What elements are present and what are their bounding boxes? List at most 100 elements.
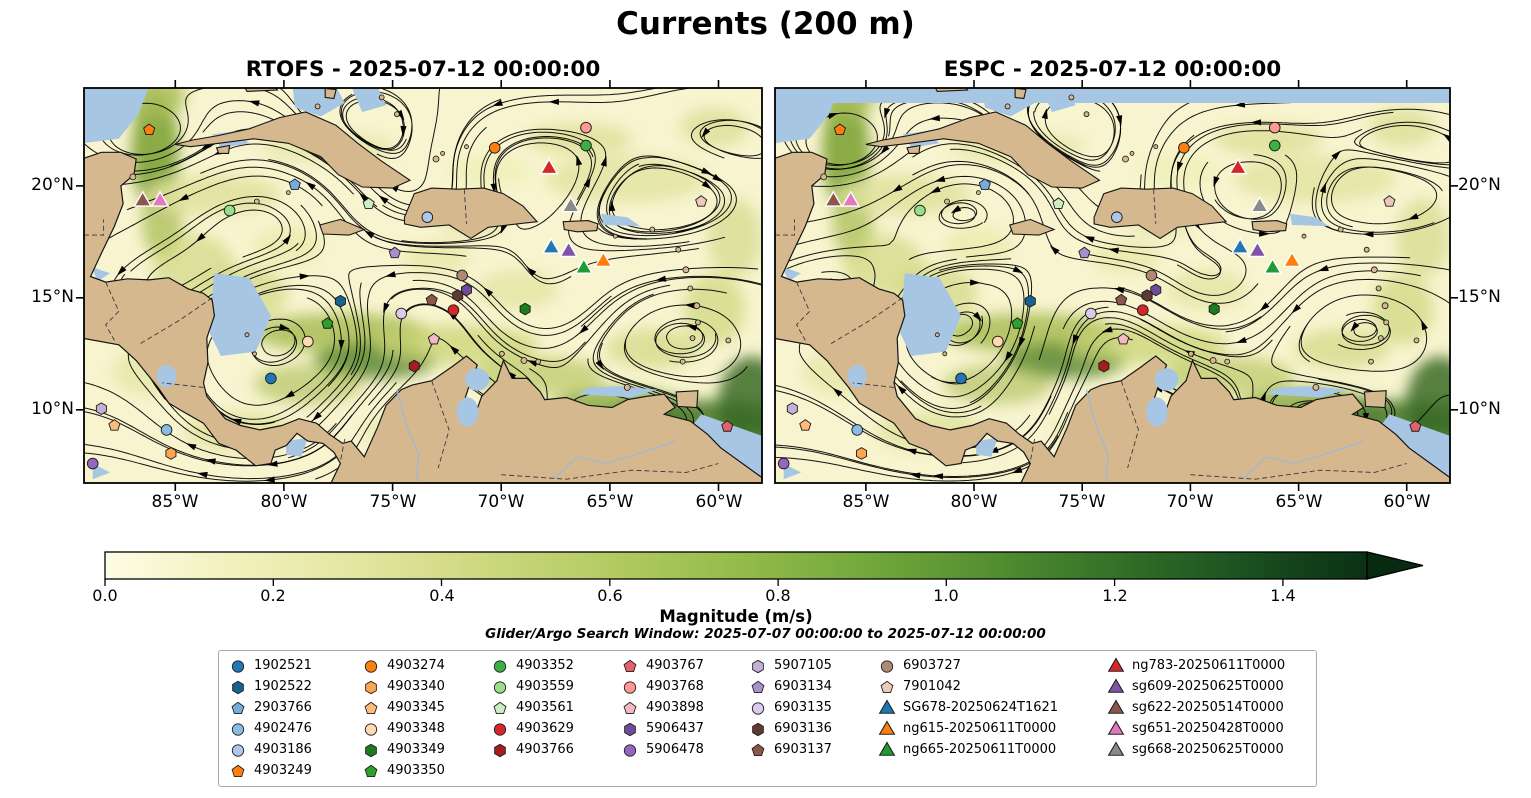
map-marker-1902522 — [334, 294, 346, 308]
map-marker-5906437 — [460, 283, 472, 297]
hexagon-marker-icon — [365, 743, 377, 757]
legend-label: ng783-20250611T0000 — [1132, 658, 1286, 673]
map-marker-5907105 — [95, 402, 107, 415]
map-marker-1902522 — [1024, 294, 1036, 308]
map-marker-4903340 — [165, 447, 177, 460]
map-marker-sg622-20250514T0000 — [133, 190, 153, 207]
legend-label: 4903766 — [516, 742, 574, 757]
legend-item-5907105: 5907105 — [749, 655, 832, 676]
map-marker-7901042 — [1383, 195, 1396, 207]
triangle-marker-icon — [1107, 719, 1125, 735]
colorbar-tick-label: 0.4 — [429, 586, 455, 605]
colorbar-ticks: 0.0 0.2 0.4 0.6 0.8 1.0 1.2 1.4 — [0, 586, 1531, 606]
legend-label: 6903134 — [774, 679, 832, 694]
map-marker-4903352 — [1268, 139, 1281, 152]
legend-item-6903136: 6903136 — [749, 718, 832, 739]
map-marker-ng615-20250611T0000 — [1282, 250, 1302, 268]
circle-marker-icon — [880, 659, 894, 673]
legend-label: 4903340 — [387, 679, 445, 694]
legend-label: sg622-20250514T0000 — [1132, 700, 1284, 715]
circle-marker-icon — [364, 659, 378, 673]
colorbar-tick-label: 1.4 — [1270, 586, 1296, 605]
legend-item-4903349: 4903349 — [362, 739, 445, 760]
circle-marker-icon — [364, 722, 378, 736]
map-marker-4903352 — [580, 139, 592, 152]
legend-item-4903340: 4903340 — [362, 676, 445, 697]
legend-item-6903727: 6903727 — [878, 655, 961, 676]
hexagon-marker-icon — [752, 722, 764, 736]
map-marker-7901042 — [695, 195, 708, 207]
triangle-marker-icon — [1107, 677, 1125, 693]
colorbar-label: Magnitude (m/s) — [659, 607, 813, 626]
legend-item-1902521: 1902521 — [229, 655, 312, 676]
circle-marker-icon — [231, 722, 245, 736]
map-marker-ng665-20250611T0000 — [1263, 257, 1283, 274]
map-marker-sg609-20250625T0000 — [559, 240, 579, 258]
legend-label: 4903352 — [516, 658, 574, 673]
hexagon-marker-icon — [752, 659, 764, 673]
hexagon-marker-icon — [494, 743, 506, 757]
search-window-note: Glider/Argo Search Window: 2025-07-07 00… — [485, 626, 1046, 642]
pentagon-marker-icon — [623, 659, 637, 672]
legend-item-4902476: 4902476 — [229, 718, 312, 739]
map-marker-ng783-20250611T0000 — [539, 157, 559, 175]
map-marker-4903898 — [427, 332, 440, 345]
legend-label: 4903274 — [387, 658, 445, 673]
legend-label: 4903348 — [387, 721, 445, 736]
colorbar-tick-label: 1.0 — [933, 586, 959, 605]
colorbar-tick-label: 1.2 — [1102, 586, 1128, 605]
map-marker-1902521 — [955, 372, 967, 385]
legend-item-4903249: 4903249 — [229, 760, 312, 781]
circle-marker-icon — [493, 722, 507, 736]
map-marker-6903134 — [1078, 246, 1091, 259]
map-marker-4903345 — [799, 419, 812, 431]
map-marker-4903186 — [1111, 211, 1123, 223]
legend-label: 7901042 — [903, 679, 961, 694]
map-marker-4903766 — [408, 359, 420, 373]
map-marker-ng665-20250611T0000 — [574, 257, 594, 274]
map-marker-4903898 — [1117, 332, 1130, 345]
map-marker-SG678-20250624T1621 — [1230, 237, 1250, 254]
map-marker-4903629 — [1136, 304, 1149, 316]
legend-label: 6903727 — [903, 658, 961, 673]
pentagon-marker-icon — [493, 701, 507, 714]
map-marker-sg651-20250428T0000 — [150, 190, 170, 207]
legend-label: 4903629 — [516, 721, 574, 736]
legend-label: 6903136 — [774, 721, 832, 736]
legend-item-4903348: 4903348 — [362, 718, 445, 739]
map-marker-4902476 — [160, 424, 173, 436]
circle-marker-icon — [751, 701, 765, 715]
map-marker-6903135 — [1085, 307, 1097, 320]
legend-label: 4903249 — [254, 763, 312, 778]
legend-label: ng665-20250611T0000 — [903, 742, 1057, 757]
legend-label: 5907105 — [774, 658, 832, 673]
map-marker-4903559 — [914, 204, 926, 217]
legend-item-ng665-20250611T0000: ng665-20250611T0000 — [878, 739, 1056, 760]
colorbar-tick-label: 0.0 — [92, 586, 118, 605]
legend-label: 1902521 — [254, 658, 312, 673]
legend-label: 4903349 — [387, 742, 445, 757]
map-rtofs — [76, 80, 763, 491]
legend-item-4903274: 4903274 — [362, 655, 445, 676]
hexagon-marker-icon — [624, 722, 636, 736]
legend-label: 5906437 — [646, 721, 704, 736]
map-marker-6903727 — [1145, 269, 1158, 282]
legend-label: sg651-20250428T0000 — [1132, 721, 1284, 736]
map-marker-4903348 — [992, 335, 1004, 348]
map-espc — [774, 80, 1458, 491]
legend-label: 4903898 — [646, 700, 704, 715]
legend-item-6903137: 6903137 — [749, 739, 832, 760]
legend-item-4903766: 4903766 — [491, 739, 574, 760]
colorbar-tick-label: 0.2 — [260, 586, 286, 605]
map-marker-4903345 — [108, 419, 121, 431]
colorbar — [104, 551, 1424, 586]
legend-label: 4903559 — [516, 679, 574, 694]
legend-label: ng615-20250611T0000 — [903, 721, 1057, 736]
legend-label: sg609-20250625T0000 — [1132, 679, 1284, 694]
legend-item-sg622-20250514T0000: sg622-20250514T0000 — [1107, 697, 1284, 718]
map-marker-4903561 — [362, 197, 375, 209]
map-marker-sg622-20250514T0000 — [823, 190, 843, 207]
circle-marker-icon — [623, 743, 637, 757]
hexagon-marker-icon — [232, 680, 244, 694]
